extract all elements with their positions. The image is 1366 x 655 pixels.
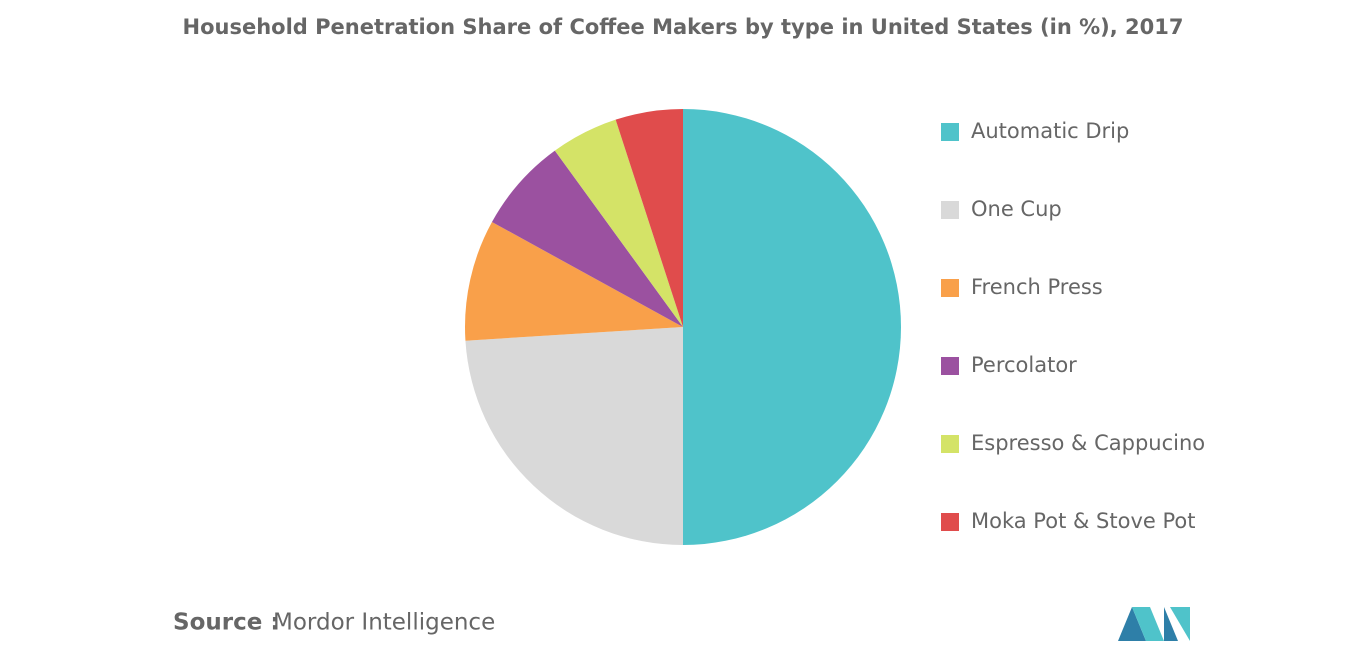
pie-slice [554,119,683,327]
logo [1118,607,1190,641]
legend-swatch [941,513,959,531]
legend-label: Automatic Drip [971,119,1129,143]
pie-slice [465,327,683,545]
legend-label: Percolator [971,353,1077,377]
legend-swatch [941,435,959,453]
chart-title: Household Penetration Share of Coffee Ma… [183,15,1184,39]
legend-label: Moka Pot & Stove Pot [971,509,1195,533]
legend-label: Espresso & Cappucino [971,431,1205,455]
legend-swatch [941,357,959,375]
legend-swatch [941,201,959,219]
legend-swatch [941,123,959,141]
pie-slice [491,150,683,327]
source: Mordor Intelligence [273,610,495,636]
pie-slice [615,109,683,327]
pie-slice [683,109,901,545]
legend-swatch [941,279,959,297]
legend-label: French Press [971,275,1103,299]
legend-label: One Cup [971,197,1062,221]
pie-slice [465,221,683,341]
source-label: Source : [173,610,280,636]
